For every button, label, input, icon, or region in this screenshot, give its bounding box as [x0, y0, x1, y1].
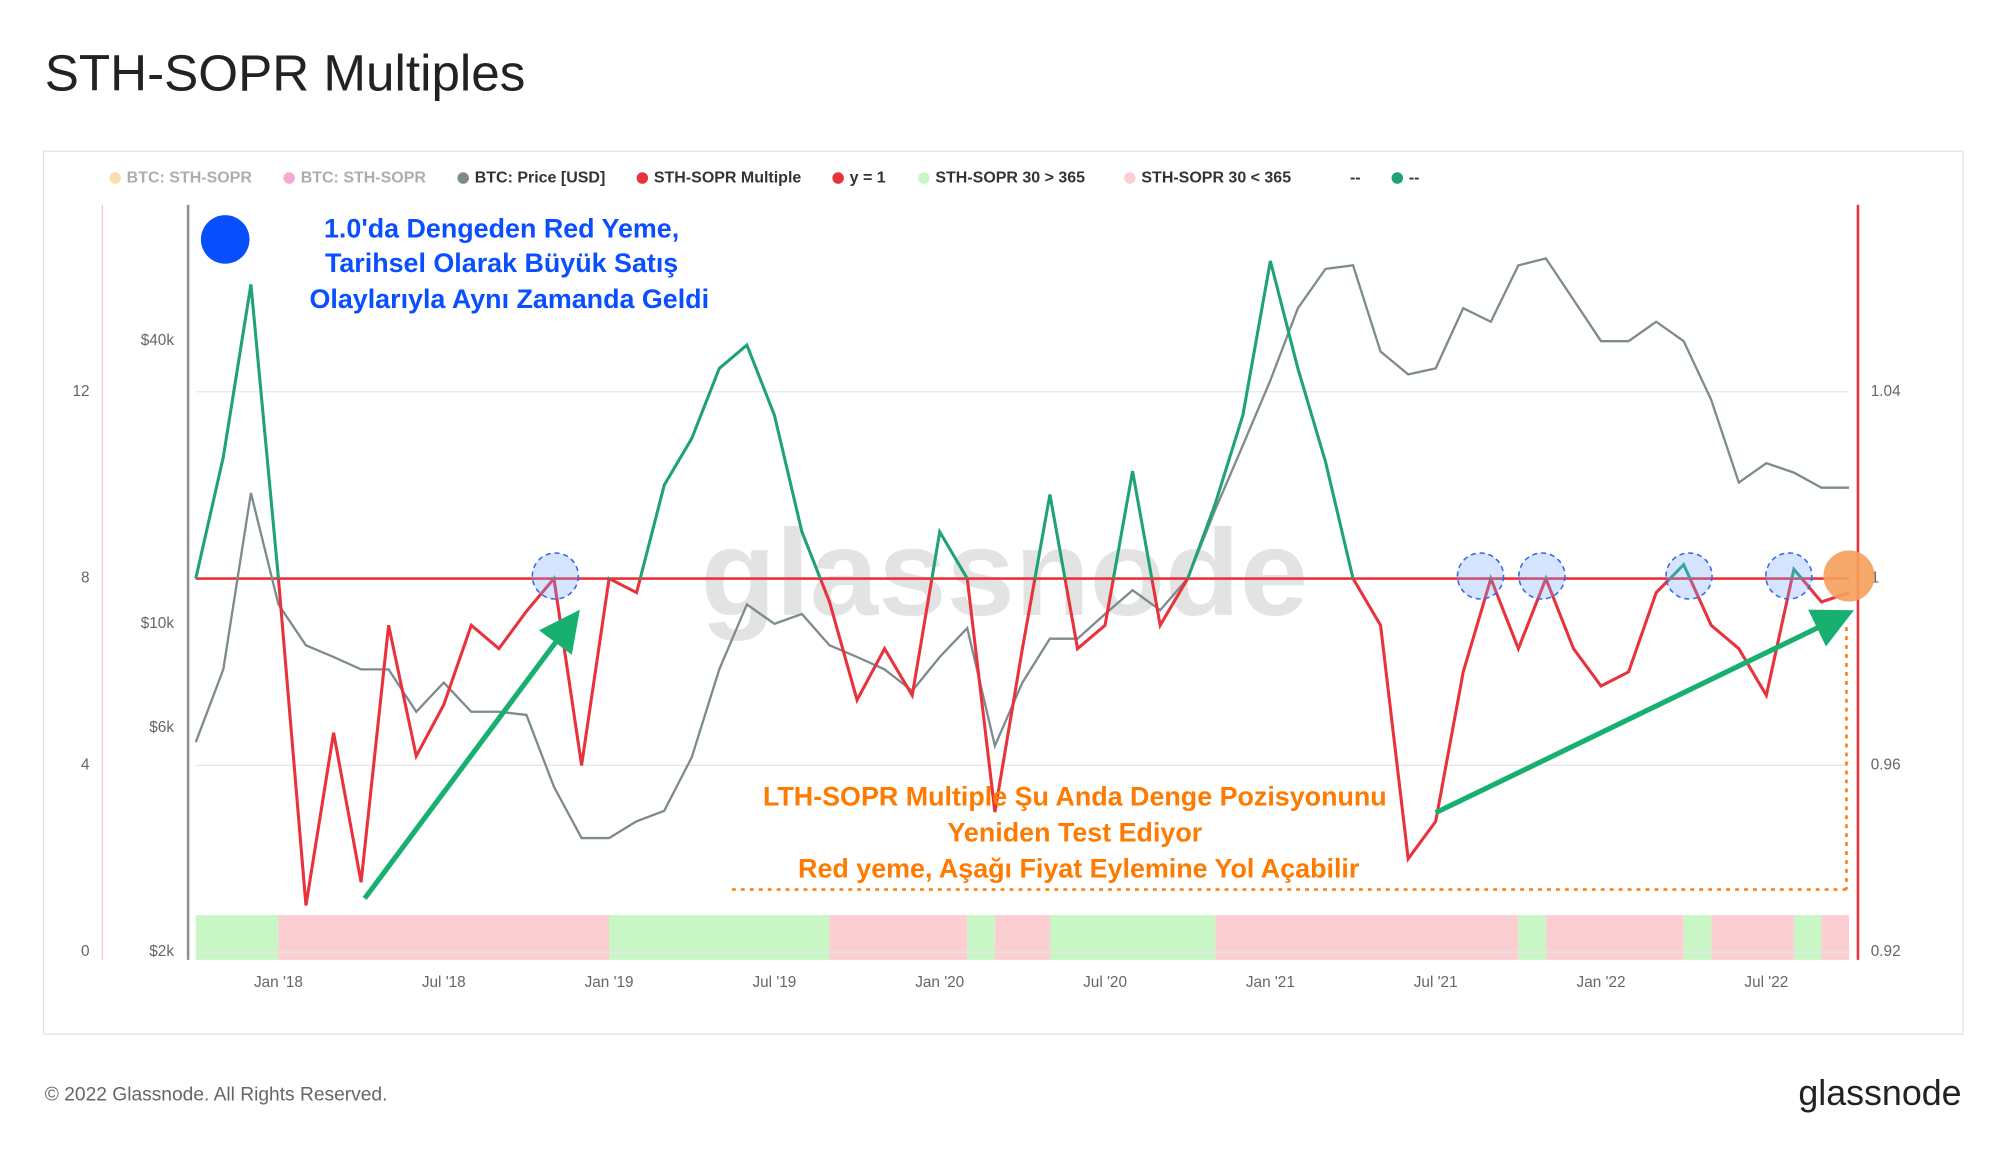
highlight-circle	[1456, 552, 1505, 600]
period-band	[1793, 915, 1822, 960]
y2-tick-label: 1	[1871, 570, 1880, 587]
annotation: Red yeme, Aşağı Fiyat Eylemine Yol Açabi…	[798, 853, 1360, 883]
legend-label[interactable]: BTC: STH-SOPR	[301, 169, 427, 186]
x-tick-label: Jul '18	[422, 974, 466, 991]
period-band	[1711, 915, 1794, 960]
arrow	[362, 609, 580, 900]
period-band	[1683, 915, 1712, 960]
annotation: Tarihsel Olarak Büyük Satış	[325, 248, 678, 278]
watermark: glassnode	[701, 505, 1308, 642]
highlight-circle	[531, 552, 580, 600]
legend-swatch	[832, 172, 844, 184]
x-tick-label: Jan '21	[1246, 974, 1295, 991]
y3-tick-label: 8	[81, 570, 90, 587]
y2-tick-label: 1.04	[1871, 383, 1901, 400]
period-band	[1545, 915, 1684, 960]
legend-label[interactable]: STH-SOPR 30 < 365	[1141, 169, 1291, 186]
legend-label[interactable]: BTC: Price [USD]	[475, 169, 606, 186]
x-tick-label: Jul '21	[1414, 974, 1458, 991]
y-tick-label: $6k	[149, 719, 174, 736]
period-band	[1518, 915, 1546, 960]
x-tick-label: Jul '22	[1744, 974, 1788, 991]
legend-swatch	[457, 172, 469, 184]
period-band	[195, 915, 279, 960]
y2-tick-label: 0.92	[1871, 943, 1901, 960]
series-line	[194, 257, 1850, 840]
logo: glassnode	[1798, 1073, 1961, 1113]
y-tick-label: $40k	[141, 332, 175, 349]
chart-frame	[42, 150, 1964, 1035]
current-circle	[1823, 550, 1875, 602]
period-band	[278, 915, 610, 960]
annotation: 1.0'da Dengeden Red Yeme,	[324, 214, 679, 244]
y3-tick-label: 0	[81, 943, 90, 960]
legend-swatch	[283, 172, 295, 184]
annotation: LTH-SOPR Multiple Şu Anda Denge Pozisyon…	[763, 782, 1387, 812]
legend-label[interactable]: --	[1409, 169, 1420, 186]
x-tick-label: Jul '20	[1083, 974, 1127, 991]
annotation: Yeniden Test Ediyor	[947, 818, 1202, 848]
legend-label[interactable]: --	[1350, 169, 1361, 186]
y2-tick-label: 0.96	[1871, 756, 1901, 773]
period-band	[1215, 915, 1519, 960]
series-line	[194, 260, 1850, 906]
y3-tick-label: 4	[81, 756, 90, 773]
legend-label[interactable]: STH-SOPR 30 > 365	[935, 169, 1085, 186]
y-tick-label: $2k	[149, 943, 174, 960]
x-tick-label: Jul '19	[752, 974, 796, 991]
x-tick-label: Jan '19	[585, 974, 634, 991]
legend-swatch	[918, 172, 930, 184]
legend-swatch	[109, 172, 121, 184]
y-tick-label: $10k	[141, 615, 175, 632]
marker-dot	[200, 215, 250, 264]
legend-swatch	[636, 172, 649, 184]
footer: © 2022 Glassnode. All Rights Reserved.	[45, 1085, 388, 1106]
period-band	[1049, 915, 1216, 960]
legend-label[interactable]: BTC: STH-SOPR	[127, 169, 253, 186]
y3-tick-label: 12	[72, 383, 89, 400]
period-band	[994, 915, 1050, 960]
x-tick-label: Jan '18	[254, 974, 303, 991]
period-band	[609, 915, 830, 960]
annotation: Olaylarıyla Aynı Zamanda Geldi	[309, 284, 709, 314]
period-band	[829, 915, 968, 960]
legend-swatch	[1391, 172, 1404, 184]
period-band	[967, 915, 995, 960]
chart-title: STH-SOPR Multiples	[45, 44, 526, 101]
highlight-circle	[1665, 552, 1713, 600]
legend-label[interactable]: y = 1	[850, 169, 886, 186]
x-tick-label: Jan '20	[915, 974, 964, 991]
legend-label[interactable]: STH-SOPR Multiple	[654, 169, 802, 186]
highlight-circle	[1518, 552, 1566, 600]
legend-swatch	[1124, 172, 1136, 184]
highlight-circle	[1765, 552, 1813, 600]
x-tick-label: Jan '22	[1577, 974, 1626, 991]
period-band	[1821, 915, 1850, 960]
arrow	[1434, 609, 1854, 816]
